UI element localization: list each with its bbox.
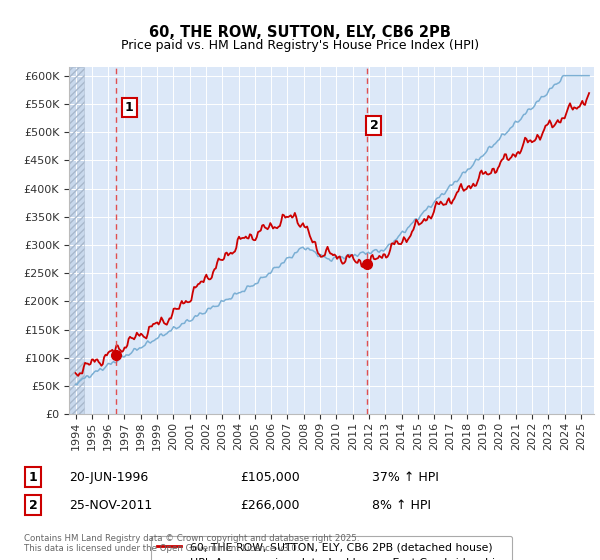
Text: 8% ↑ HPI: 8% ↑ HPI [372, 498, 431, 512]
Text: 2: 2 [29, 498, 37, 512]
Text: 60, THE ROW, SUTTON, ELY, CB6 2PB: 60, THE ROW, SUTTON, ELY, CB6 2PB [149, 25, 451, 40]
Text: 1: 1 [29, 470, 37, 484]
Text: 25-NOV-2011: 25-NOV-2011 [69, 498, 152, 512]
Legend: 60, THE ROW, SUTTON, ELY, CB6 2PB (detached house), HPI: Average price, detached: 60, THE ROW, SUTTON, ELY, CB6 2PB (detac… [151, 536, 512, 560]
Text: Price paid vs. HM Land Registry's House Price Index (HPI): Price paid vs. HM Land Registry's House … [121, 39, 479, 52]
Text: £105,000: £105,000 [240, 470, 300, 484]
Text: 20-JUN-1996: 20-JUN-1996 [69, 470, 148, 484]
Bar [69, 67, 83, 414]
Text: 2: 2 [370, 119, 378, 132]
Text: 37% ↑ HPI: 37% ↑ HPI [372, 470, 439, 484]
Text: £266,000: £266,000 [240, 498, 299, 512]
Text: 1: 1 [125, 101, 134, 114]
Text: Contains HM Land Registry data © Crown copyright and database right 2025.
This d: Contains HM Land Registry data © Crown c… [24, 534, 359, 553]
Bar [69, 67, 83, 414]
